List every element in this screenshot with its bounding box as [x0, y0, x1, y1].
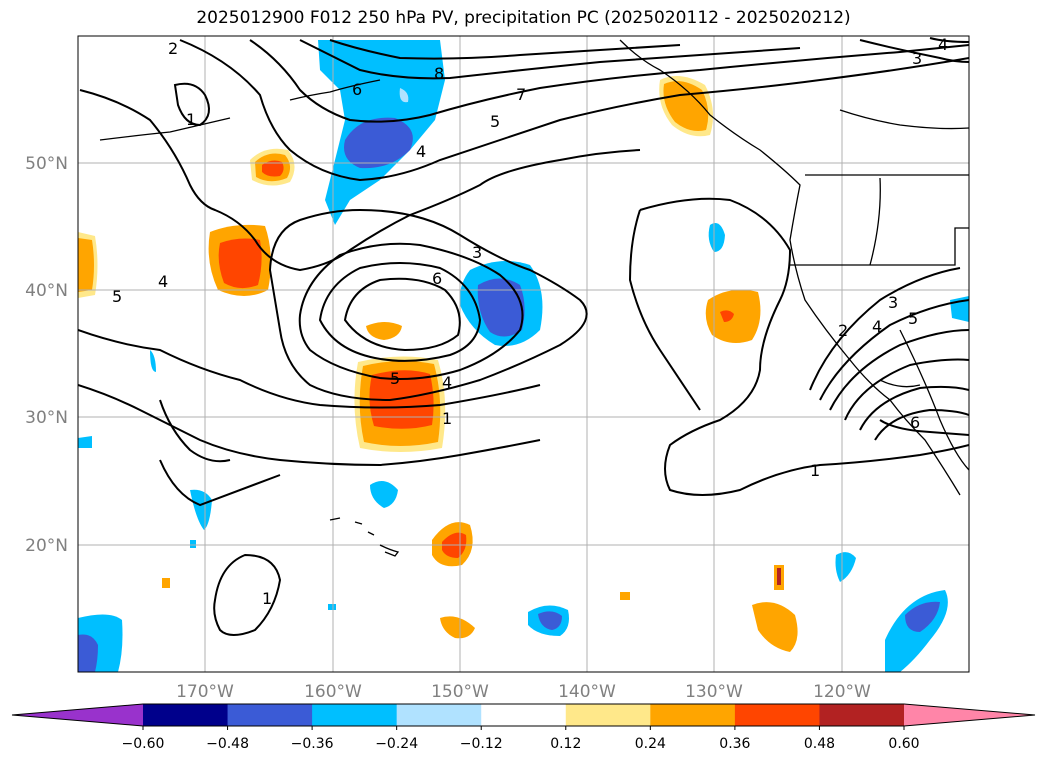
colorbar-swatch [143, 704, 229, 726]
latitude-labels: 50°N 40°N 30°N 20°N [25, 154, 68, 556]
contour-label: 8 [434, 64, 444, 83]
contour-label: 4 [872, 317, 882, 336]
contour-label: 6 [352, 80, 362, 99]
pv-contours [78, 37, 969, 636]
colorbar-tick-label: −0.48 [206, 736, 249, 752]
lat-label: 50°N [25, 154, 68, 174]
coastlines [99, 39, 969, 557]
colorbar-swatch [565, 704, 651, 726]
lat-label: 40°N [25, 281, 68, 301]
contour-label: 5 [112, 287, 122, 306]
contour-label: 3 [888, 293, 898, 312]
colorbar-tick-label: −0.36 [291, 736, 334, 752]
contour-label: 3 [472, 243, 482, 262]
lat-label: 20°N [25, 536, 68, 556]
map-frame [77, 35, 970, 673]
colorbar-tick-label: 0.60 [888, 736, 919, 752]
lon-label: 170°W [176, 682, 234, 702]
colorbar-tick-label: 0.48 [804, 736, 835, 752]
lon-label: 150°W [431, 682, 489, 702]
colorbar-swatch [819, 704, 905, 726]
contour-labels: 2 1 4 5 6 8 7 5 4 3 6 4 5 1 3 4 2 4 3 5 … [112, 35, 948, 608]
colorbar: −0.60 −0.48 −0.36 −0.24 −0.12 0.12 0.24 0.36 0.4… [11, 703, 1036, 752]
colorbar-tick-label: 0.36 [719, 736, 750, 752]
lon-label: 130°W [685, 682, 743, 702]
colorbar-tick-label: −0.60 [122, 736, 165, 752]
colorbar-tick-label: 0.12 [550, 736, 581, 752]
contour-label: 1 [442, 409, 452, 428]
map-area: 2 1 4 5 6 8 7 5 4 3 6 4 5 1 3 4 2 4 3 5 … [78, 35, 969, 672]
contour-label: 6 [432, 269, 442, 288]
contour-label: 2 [168, 39, 178, 58]
lon-label: 160°W [304, 682, 362, 702]
contour-label: 5 [390, 369, 400, 388]
contour-label: 1 [186, 110, 196, 129]
contour-label: 5 [908, 309, 918, 328]
colorbar-swatch [481, 704, 567, 726]
contour-label: 1 [262, 589, 272, 608]
lon-label: 120°W [813, 682, 871, 702]
colorbar-swatch [396, 704, 482, 726]
contour-label: 4 [158, 272, 168, 291]
contour-label: 4 [938, 35, 948, 54]
graticule [78, 36, 969, 672]
longitude-labels: 170°W 160°W 150°W 140°W 130°W 120°W [176, 682, 871, 702]
contour-label: 3 [912, 49, 922, 68]
colorbar-swatch [312, 704, 398, 726]
lat-label: 30°N [25, 408, 68, 428]
contour-label: 1 [810, 461, 820, 480]
contour-label: 5 [490, 112, 500, 131]
contour-label: 2 [838, 321, 848, 340]
contour-label: 4 [442, 373, 452, 392]
contour-label: 4 [416, 142, 426, 161]
colorbar-tick-label: −0.12 [460, 736, 503, 752]
colorbar-tick-label: 0.24 [635, 736, 666, 752]
chart-title: 2025012900 F012 250 hPa PV, precipitatio… [196, 8, 851, 28]
colorbar-tick-label: −0.24 [375, 736, 418, 752]
colorbar-swatch [734, 704, 820, 726]
colorbar-swatch [650, 704, 736, 726]
lon-label: 140°W [558, 682, 616, 702]
colorbar-swatch [227, 704, 313, 726]
contour-label: 6 [910, 413, 920, 432]
contour-label: 7 [516, 85, 526, 104]
colorbar-extension-high [904, 704, 1035, 726]
colorbar-extension-low [12, 704, 143, 726]
